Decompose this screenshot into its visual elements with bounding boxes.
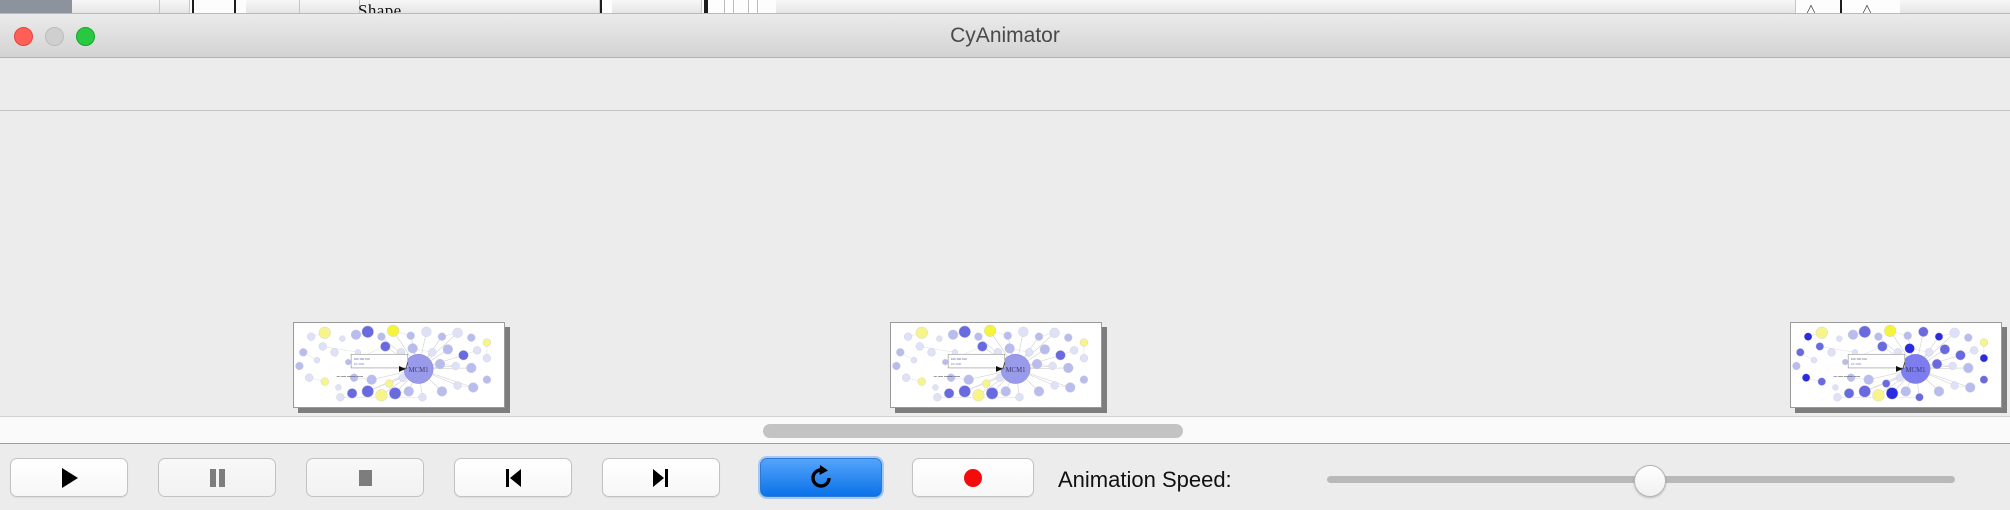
record-icon: [960, 465, 986, 491]
play-icon: [56, 465, 82, 491]
timeline-frame-13s[interactable]: MCM1 •••• •••• •••• ••• ••••• ••• ••••• …: [293, 322, 505, 408]
play-button[interactable]: [10, 458, 128, 497]
playback-controls: Animation Speed:: [0, 445, 2010, 510]
svg-text:MCM1: MCM1: [1905, 367, 1925, 374]
timeline-frame-15s[interactable]: MCM1 •••• •••• •••• ••• ••••• ••• ••••• …: [890, 322, 1102, 408]
timeline-scrollbar[interactable]: [0, 416, 2010, 444]
svg-text:••• •••••: ••• •••••: [1851, 362, 1862, 366]
svg-text:••• ••••• •••••••• ••••••: ••• ••••• •••••••• ••••••: [1833, 375, 1860, 379]
background-column-header-shape: Shape: [358, 1, 402, 14]
loop-button[interactable]: [760, 458, 882, 497]
close-button[interactable]: [14, 27, 33, 46]
minimize-button[interactable]: [45, 27, 64, 46]
svg-text:••• •••••: ••• •••••: [354, 362, 365, 366]
svg-text:••• ••••• •••••••• ••••••: ••• ••••• •••••••• ••••••: [336, 375, 363, 379]
frame-thumbnail-network: MCM1 •••• •••• •••• ••• ••••• ••• ••••• …: [1791, 323, 2001, 407]
traffic-lights: [14, 27, 95, 46]
background-sidebar-fragment: [0, 0, 72, 13]
svg-text:•••• •••• ••••: •••• •••• ••••: [354, 357, 371, 361]
skip-start-icon: [500, 465, 526, 491]
zoom-button[interactable]: [76, 27, 95, 46]
pause-icon: [204, 465, 230, 491]
toolbar: Clear All Frames: [0, 58, 2010, 153]
frame-thumbnail-network: MCM1 •••• •••• •••• ••• ••••• ••• ••••• …: [891, 323, 1101, 407]
skip-end-icon: [648, 465, 674, 491]
background-sort-arrow-icon-2: △: [1862, 1, 1872, 14]
stop-icon: [352, 465, 378, 491]
frame-thumbnail-network: MCM1 •••• •••• •••• ••• ••••• ••• ••••• …: [294, 323, 504, 407]
timeline-panel[interactable]: MCM1 •••• •••• •••• ••• ••••• ••• ••••• …: [0, 111, 2010, 416]
svg-text:MCM1: MCM1: [408, 367, 428, 374]
animation-speed-slider-thumb[interactable]: [1634, 465, 1666, 497]
loop-icon: [807, 464, 835, 492]
stop-button[interactable]: [306, 458, 424, 497]
record-button[interactable]: [912, 458, 1034, 497]
scrollbar-thumb[interactable]: [763, 424, 1183, 438]
pause-button[interactable]: [158, 458, 276, 497]
background-window-strip: Shape △ △: [0, 0, 2010, 14]
title-bar: CyAnimator: [0, 14, 2010, 58]
timeline-frame-18s[interactable]: MCM1 •••• •••• •••• ••• ••••• ••• ••••• …: [1790, 322, 2002, 408]
skip-start-button[interactable]: [454, 458, 572, 497]
svg-text:••• ••••• •••••••• ••••••: ••• ••••• •••••••• ••••••: [933, 375, 960, 379]
animation-speed-label: Animation Speed:: [1058, 467, 1232, 492]
svg-text:•••• •••• ••••: •••• •••• ••••: [1851, 357, 1868, 361]
svg-text:•••• •••• ••••: •••• •••• ••••: [951, 357, 968, 361]
window-title: CyAnimator: [950, 24, 1060, 47]
svg-text:••• •••••: ••• •••••: [951, 362, 962, 366]
skip-end-button[interactable]: [602, 458, 720, 497]
svg-text:MCM1: MCM1: [1005, 367, 1025, 374]
background-sort-arrow-icon: △: [1806, 1, 1816, 14]
